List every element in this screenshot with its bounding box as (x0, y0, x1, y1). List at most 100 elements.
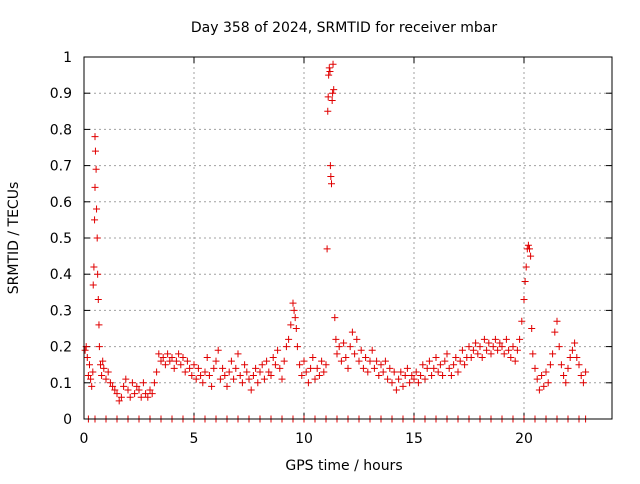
data-point (355, 357, 363, 365)
data-point (128, 379, 136, 387)
data-point (252, 364, 260, 372)
data-point (318, 357, 326, 365)
data-point (86, 361, 93, 369)
data-point (507, 353, 515, 361)
data-point (489, 343, 497, 351)
data-point (425, 357, 433, 365)
y-tick-label: 0 (63, 412, 72, 428)
data-point (522, 263, 530, 271)
data-point (93, 234, 101, 242)
data-point (177, 361, 185, 369)
x-tick-label: 20 (515, 431, 533, 447)
data-point (351, 350, 359, 358)
data-point (483, 346, 491, 354)
data-point (94, 270, 102, 278)
data-point (249, 372, 257, 380)
data-point (342, 353, 350, 361)
data-point (390, 368, 398, 376)
data-point (498, 343, 506, 351)
data-point (472, 339, 480, 347)
data-point (421, 375, 429, 383)
data-point (106, 379, 114, 387)
data-point (302, 368, 310, 376)
x-axis-label: GPS time / hours (285, 458, 402, 474)
data-point (474, 350, 482, 358)
data-point (258, 361, 266, 369)
data-point (582, 368, 590, 376)
y-tick-label: 0.3 (50, 303, 72, 319)
data-point (126, 393, 134, 401)
data-point (452, 353, 460, 361)
data-point (269, 353, 277, 361)
data-point (414, 379, 422, 387)
data-point (332, 335, 340, 343)
data-point (155, 350, 163, 358)
data-point (430, 364, 438, 372)
data-point (331, 314, 339, 322)
data-point (175, 350, 183, 358)
data-point (370, 364, 378, 372)
data-point (148, 390, 156, 398)
data-point (403, 364, 411, 372)
data-point (549, 350, 557, 358)
data-point (325, 64, 333, 72)
data-point (417, 372, 425, 380)
data-point (115, 397, 123, 405)
data-point (362, 353, 370, 361)
data-point (529, 350, 537, 358)
data-point (557, 361, 565, 369)
data-point (254, 379, 262, 387)
data-point (87, 375, 95, 383)
data-point (344, 364, 352, 372)
data-point (406, 379, 414, 387)
data-point (131, 390, 139, 398)
data-point (419, 361, 427, 369)
data-point (491, 335, 499, 343)
data-point (384, 375, 392, 383)
data-point (357, 346, 365, 354)
data-point (324, 107, 332, 115)
data-point (346, 343, 354, 351)
data-point (564, 364, 572, 372)
data-point (232, 364, 240, 372)
data-point (573, 353, 581, 361)
data-point (296, 361, 304, 369)
data-point (161, 361, 169, 369)
data-point (304, 379, 312, 387)
data-point (469, 346, 477, 354)
data-point (137, 393, 145, 401)
data-point (179, 353, 187, 361)
data-point (441, 357, 449, 365)
plot-frame (83, 56, 613, 420)
data-point (292, 325, 300, 332)
y-tick-label: 1 (63, 50, 72, 66)
data-point (313, 364, 321, 372)
data-point (170, 364, 178, 372)
data-point (329, 60, 337, 68)
data-point (518, 317, 526, 325)
data-point (111, 386, 119, 394)
data-point (496, 339, 504, 347)
data-point (502, 335, 510, 343)
data-point (88, 382, 96, 390)
data-point (373, 357, 381, 365)
data-point (432, 353, 440, 361)
data-point (298, 372, 306, 380)
data-point (287, 321, 295, 329)
data-point (91, 183, 99, 191)
data-point (139, 379, 147, 387)
data-point (311, 375, 319, 383)
data-point (201, 368, 209, 376)
data-point (326, 67, 334, 75)
data-point (89, 368, 97, 376)
y-tick-label: 0.9 (50, 86, 72, 102)
data-point (227, 357, 235, 365)
data-point (265, 368, 273, 376)
data-point (325, 71, 333, 79)
data-point (509, 343, 517, 351)
data-point (330, 86, 338, 94)
data-point (377, 361, 385, 369)
data-point (315, 372, 323, 380)
